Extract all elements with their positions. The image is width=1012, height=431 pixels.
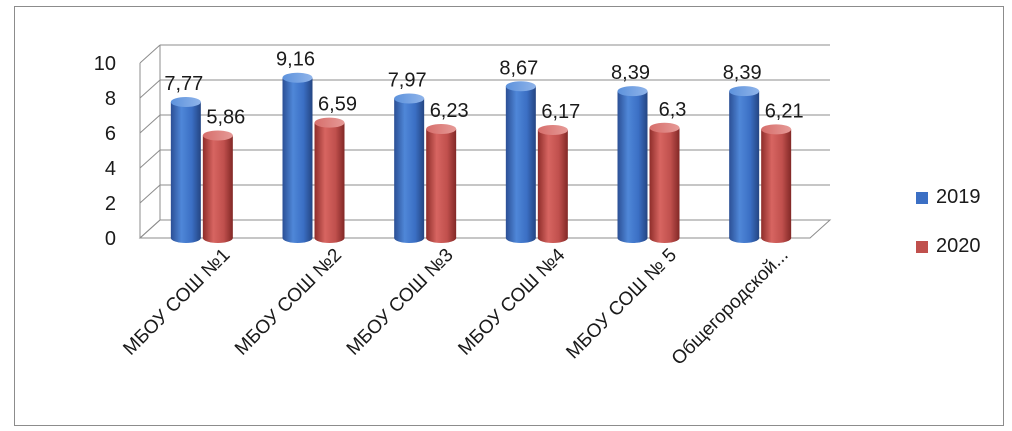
bar-2019-6 xyxy=(729,86,760,243)
data-label-2019-2: 9,16 xyxy=(276,49,315,71)
bar-top xyxy=(649,122,680,133)
y-tick-label: 0 xyxy=(105,228,116,250)
bar-body xyxy=(761,129,792,238)
data-label-2020-6: 6,21 xyxy=(765,100,804,122)
bar-body xyxy=(729,91,760,238)
data-label-2019-5: 8,39 xyxy=(611,62,650,84)
bar-top xyxy=(505,81,536,92)
bar-body xyxy=(617,91,648,238)
bar-body xyxy=(202,135,233,238)
data-label-2020-4: 6,17 xyxy=(541,101,580,123)
bar-2020-3 xyxy=(426,123,457,243)
legend-swatch-2020 xyxy=(916,240,928,253)
bar-body xyxy=(314,122,345,238)
category-label-3: МБОУ СОШ №3 xyxy=(343,245,458,360)
category-label-1: МБОУ СОШ №1 xyxy=(119,245,234,360)
bar-top xyxy=(170,97,201,108)
bar-body xyxy=(537,130,568,238)
bar-body xyxy=(282,77,313,238)
gridline-connector xyxy=(139,114,161,134)
data-label-2019-1: 7,77 xyxy=(164,73,203,95)
bar-top xyxy=(617,86,648,97)
data-label-2019-3: 7,97 xyxy=(388,70,427,92)
bar-2020-2 xyxy=(314,117,345,243)
y-tick-label: 10 xyxy=(94,53,116,75)
data-label-2020-2: 6,59 xyxy=(318,94,357,116)
bar-2020-5 xyxy=(649,122,680,243)
category-label-4: МБОУ СОШ №4 xyxy=(454,244,569,359)
data-label-2020-5: 6,3 xyxy=(659,99,687,121)
bar-2019-1 xyxy=(170,97,201,243)
gridline-connector xyxy=(139,79,161,99)
y-tick-label: 6 xyxy=(105,123,116,145)
bar-body xyxy=(394,98,425,239)
data-label-2020-1: 5,86 xyxy=(206,106,245,128)
bar-top xyxy=(282,72,313,83)
bar-top xyxy=(729,86,760,97)
data-label-2019-4: 8,67 xyxy=(499,57,538,79)
bar-2019-4 xyxy=(505,81,536,243)
legend-swatch-2019 xyxy=(916,191,928,204)
legend-item-2019: 2019 xyxy=(916,186,981,209)
y-tick-label: 2 xyxy=(105,193,116,215)
bar-top xyxy=(202,130,233,141)
category-label-6: Общегородской... xyxy=(668,245,793,370)
bar-body xyxy=(170,102,201,239)
bar-top xyxy=(537,125,568,136)
category-label-2: МБОУ СОШ №2 xyxy=(231,245,346,360)
bar-2019-3 xyxy=(394,93,425,243)
bar-2020-4 xyxy=(537,125,568,243)
y-tick-label: 4 xyxy=(105,158,116,180)
legend-label-2020: 2020 xyxy=(936,235,981,257)
bar-2019-5 xyxy=(617,86,648,243)
gridline-connector xyxy=(139,44,161,64)
chart-floor xyxy=(138,219,832,239)
data-label-2019-6: 8,39 xyxy=(723,62,762,84)
gridline-connector xyxy=(139,184,161,204)
bar-2019-2 xyxy=(282,72,313,243)
y-tick-label: 8 xyxy=(105,88,116,110)
bar-2020-6 xyxy=(761,124,792,243)
bar-body xyxy=(505,86,536,239)
legend-label-2019: 2019 xyxy=(936,186,981,208)
legend-item-2020: 2020 xyxy=(916,235,981,258)
bar-top xyxy=(394,93,425,104)
bar-top xyxy=(314,117,345,128)
data-label-2020-3: 6,23 xyxy=(430,100,469,122)
category-label-5: МБОУ СОШ № 5 xyxy=(562,245,681,364)
bar-body xyxy=(426,128,457,238)
bar-2020-1 xyxy=(202,130,233,243)
bar-body xyxy=(649,127,680,238)
bar-top xyxy=(761,124,792,135)
gridline-connector xyxy=(139,149,161,169)
bar-top xyxy=(426,123,457,134)
